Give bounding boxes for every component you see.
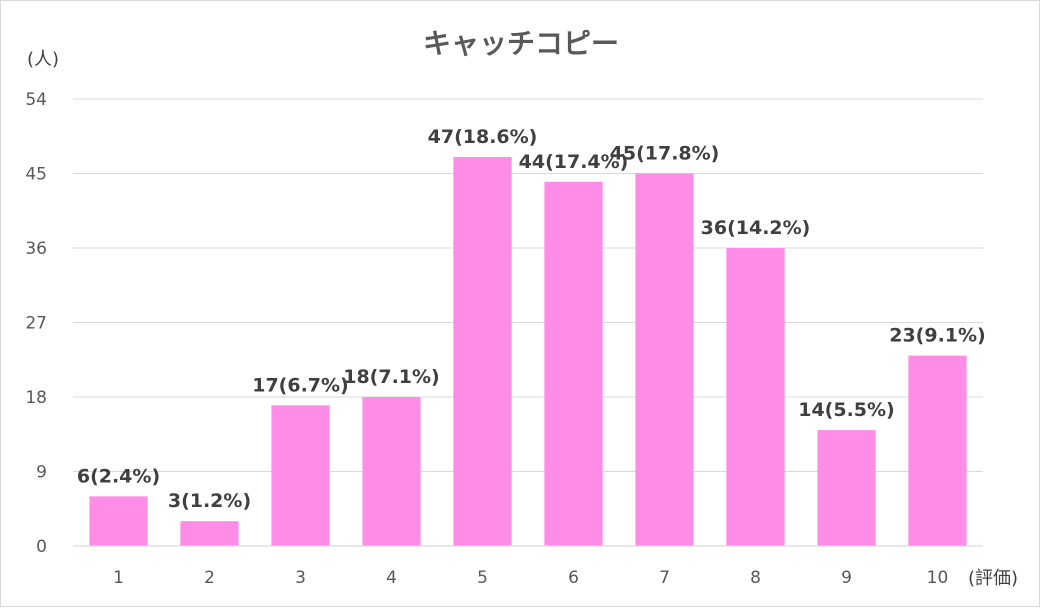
x-tick-label: 3 <box>295 568 306 588</box>
bar <box>180 521 239 546</box>
x-tick-label: 2 <box>204 568 215 588</box>
bar <box>908 355 967 546</box>
data-label: 14(5.5%) <box>798 399 895 421</box>
bar <box>544 181 603 546</box>
bar <box>89 496 148 546</box>
x-tick-label: 7 <box>659 568 670 588</box>
x-tick-label: 1 <box>113 568 124 588</box>
x-tick-label: 8 <box>750 568 761 588</box>
x-tick-label: 9 <box>841 568 852 588</box>
data-label: 3(1.2%) <box>168 490 251 512</box>
bar <box>635 173 694 546</box>
y-tick-label: 9 <box>36 463 47 483</box>
data-label: 47(18.6%) <box>428 126 538 148</box>
data-labels: 6(2.4%) 3(1.2%) 17(6.7%)18(7.1%) 47(18.6%) 4… <box>77 126 986 512</box>
y-tick-label: 54 <box>25 90 47 110</box>
y-axis-unit-label: (人) <box>27 49 59 70</box>
bar <box>362 397 421 546</box>
data-label: 36(14.2%) <box>701 217 811 239</box>
data-label: 45(17.8%) <box>610 143 720 165</box>
bar <box>726 248 785 546</box>
bar <box>817 430 876 546</box>
data-label: 17(6.7%) <box>252 374 349 396</box>
x-tick-label: 4 <box>386 568 397 588</box>
chart-title: キャッチコピー <box>423 27 619 60</box>
x-tick-label: 10 <box>927 568 949 588</box>
y-axis-ticks: 0 9 18 27 36 45 54 <box>25 90 47 557</box>
x-axis-unit-label: (評価) <box>968 568 1018 589</box>
x-axis-ticks: 1 2 3 4 5 6 7 8 9 10 <box>113 568 948 588</box>
y-tick-label: 36 <box>25 239 47 259</box>
bars <box>89 156 967 546</box>
data-label: 44(17.4%) <box>519 151 629 173</box>
y-tick-label: 27 <box>25 314 47 334</box>
y-tick-label: 45 <box>25 165 47 185</box>
data-label: 6(2.4%) <box>77 465 160 487</box>
bar <box>453 156 512 546</box>
data-label: 23(9.1%) <box>889 325 986 347</box>
x-tick-label: 5 <box>477 568 488 588</box>
x-tick-label: 6 <box>568 568 579 588</box>
bar <box>271 405 330 546</box>
y-tick-label: 0 <box>36 537 47 557</box>
data-label: 18(7.1%) <box>343 366 440 388</box>
y-tick-label: 18 <box>25 388 47 408</box>
